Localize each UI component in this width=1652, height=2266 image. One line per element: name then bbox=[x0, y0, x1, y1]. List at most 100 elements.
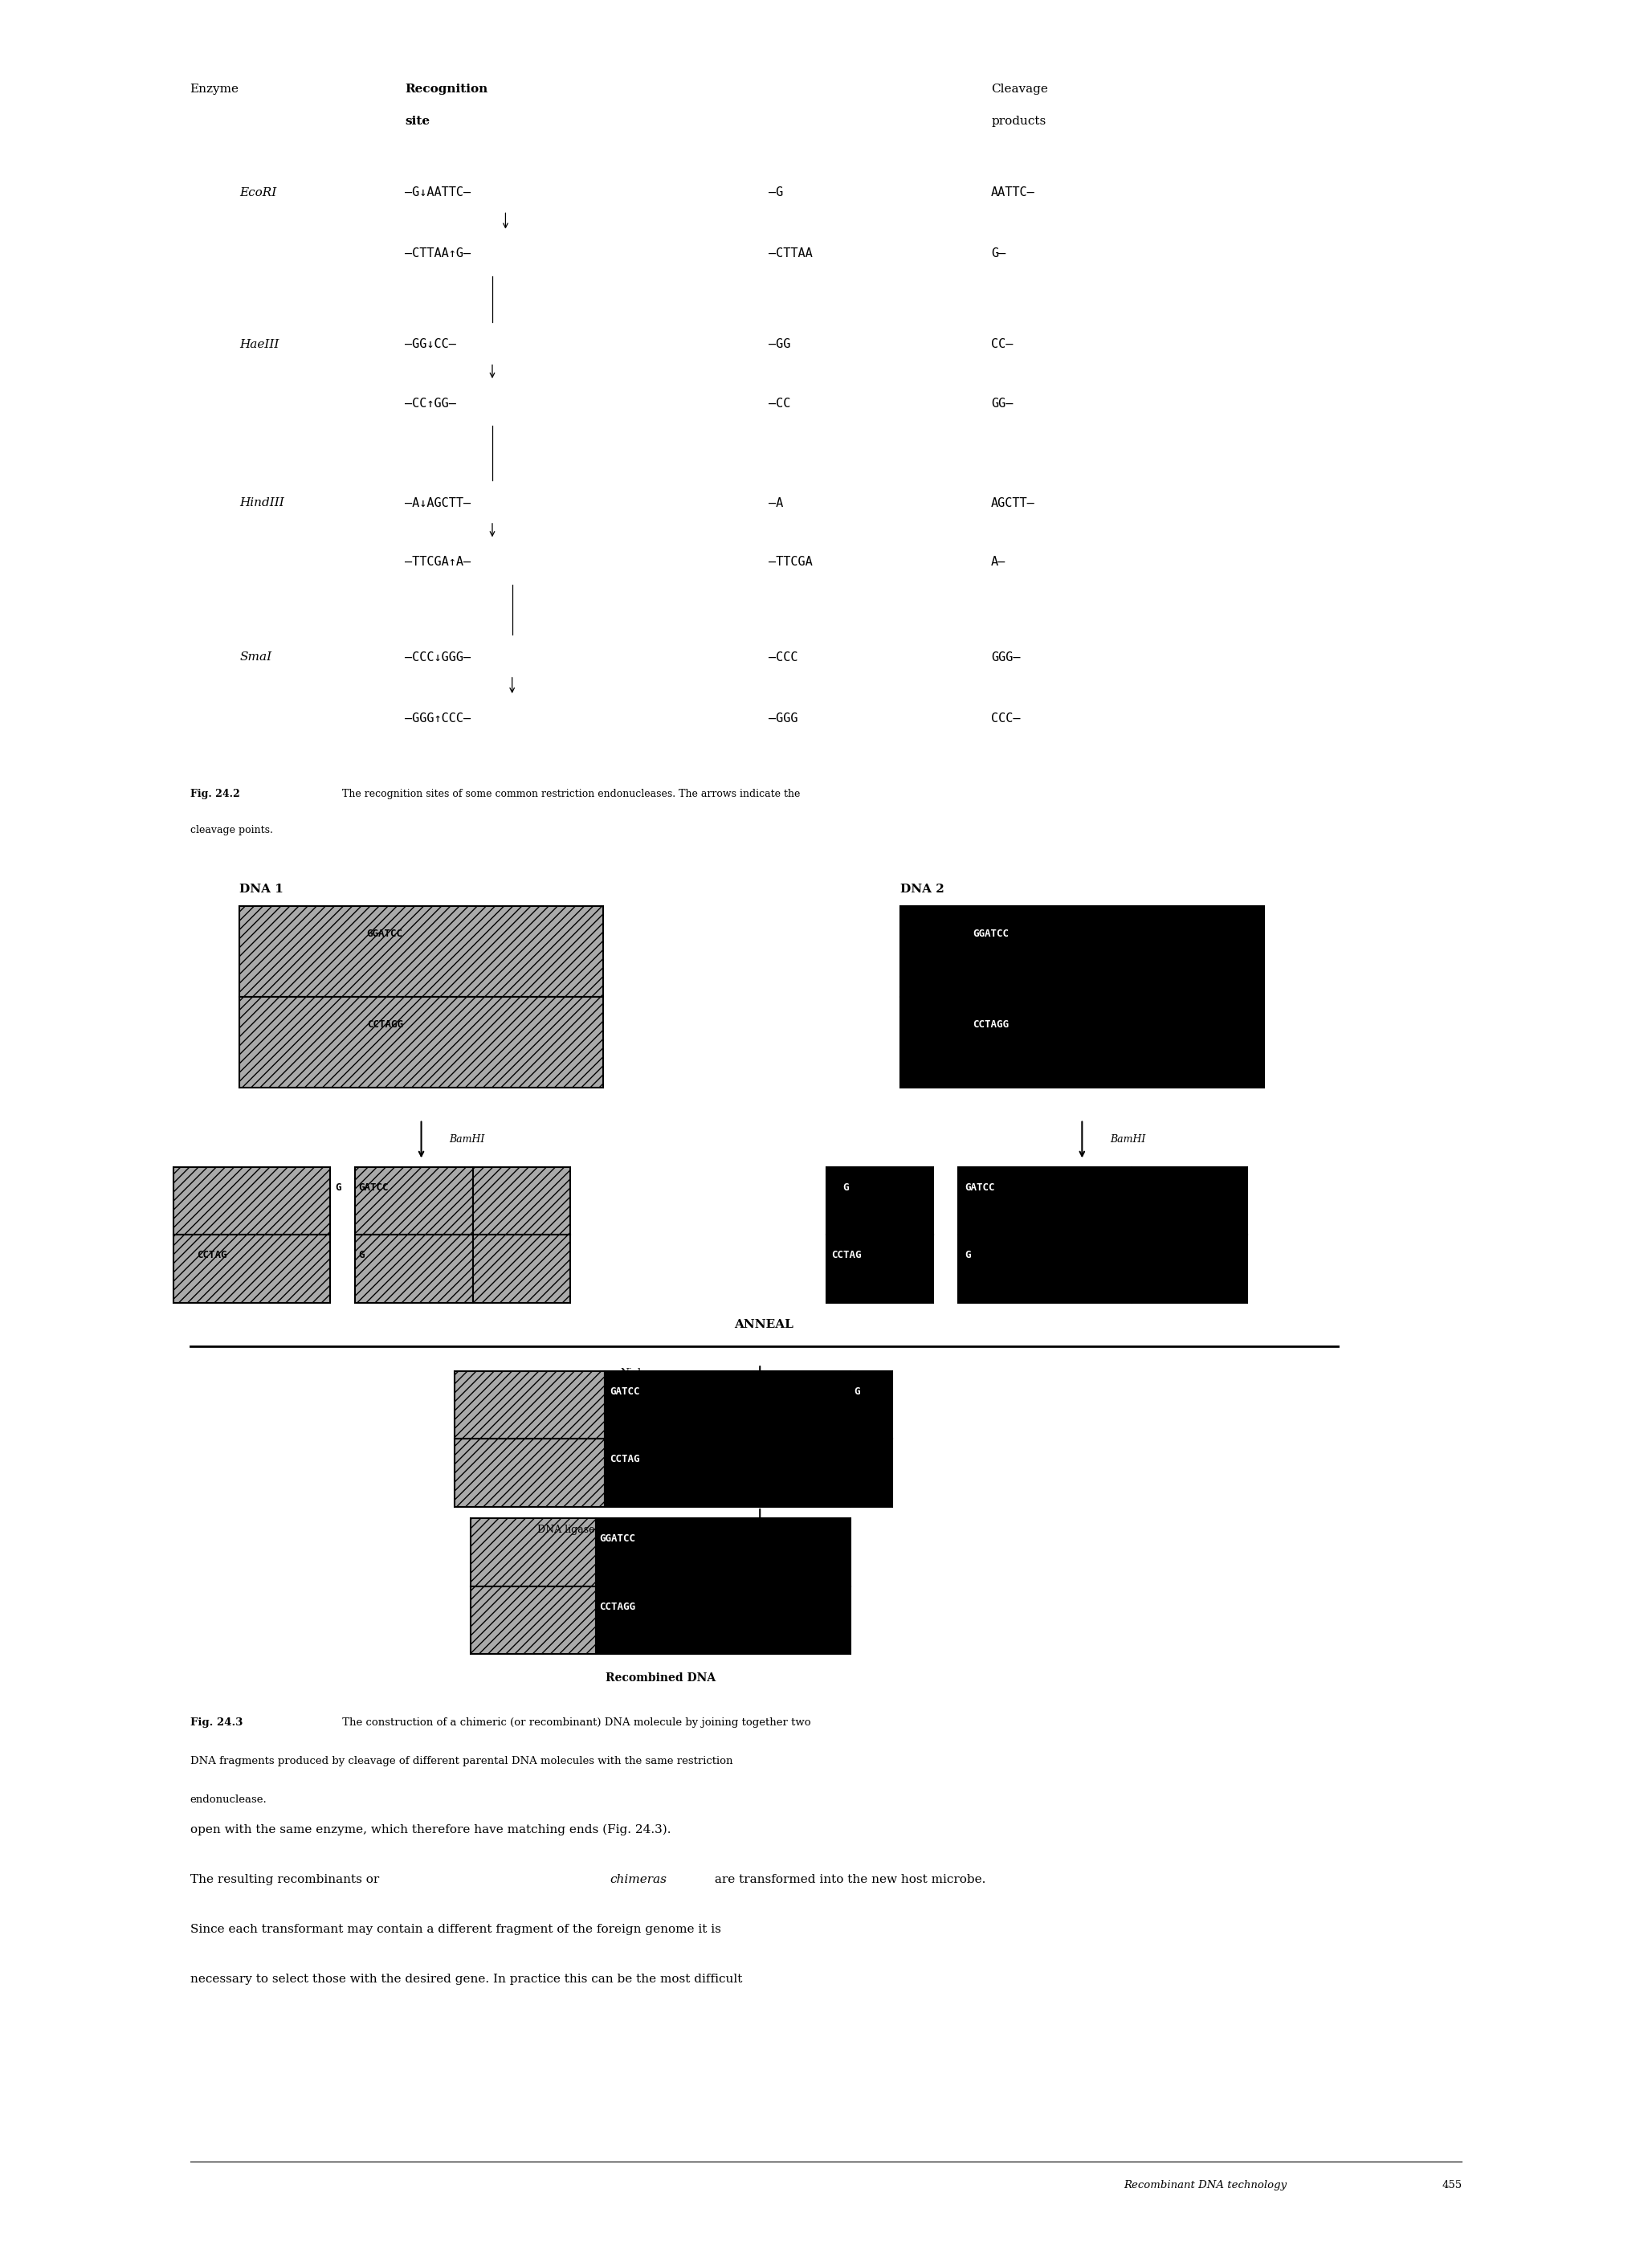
Bar bbox=[605, 1439, 851, 1507]
Text: ANNEAL: ANNEAL bbox=[735, 1319, 793, 1330]
Text: cleavage points.: cleavage points. bbox=[190, 825, 273, 836]
Bar bbox=[851, 1439, 892, 1507]
Bar bbox=[605, 1371, 851, 1439]
Text: G—: G— bbox=[991, 247, 1006, 261]
Text: Nick: Nick bbox=[621, 1369, 644, 1378]
Text: chimeras: chimeras bbox=[610, 1874, 667, 1885]
Bar bbox=[1132, 1167, 1247, 1235]
Bar bbox=[472, 1167, 570, 1235]
Text: products: products bbox=[991, 116, 1046, 127]
Text: Fig. 24.2: Fig. 24.2 bbox=[190, 789, 240, 800]
Text: CCTAG: CCTAG bbox=[610, 1455, 639, 1464]
Text: are transformed into the new host microbe.: are transformed into the new host microb… bbox=[710, 1874, 985, 1885]
Text: GGATCC: GGATCC bbox=[600, 1534, 636, 1543]
Bar bbox=[596, 1518, 851, 1586]
Text: —CC↑GG—: —CC↑GG— bbox=[405, 397, 456, 410]
Text: G: G bbox=[854, 1387, 861, 1396]
Text: —GG↓CC—: —GG↓CC— bbox=[405, 338, 456, 351]
Bar bbox=[240, 997, 603, 1088]
Bar bbox=[900, 997, 1264, 1088]
Text: Recombinant DNA technology: Recombinant DNA technology bbox=[1123, 2180, 1287, 2191]
Bar bbox=[472, 1235, 570, 1303]
Text: CCTAG: CCTAG bbox=[197, 1251, 226, 1260]
Text: endonuclease.: endonuclease. bbox=[190, 1795, 268, 1806]
Bar bbox=[355, 1235, 472, 1303]
Bar bbox=[851, 1371, 892, 1439]
Text: HindIII: HindIII bbox=[240, 499, 284, 508]
Bar bbox=[173, 1167, 330, 1235]
Text: G: G bbox=[358, 1251, 365, 1260]
Bar bbox=[596, 1586, 851, 1654]
Text: —TTCGA↑A—: —TTCGA↑A— bbox=[405, 555, 471, 569]
Text: EcoRI: EcoRI bbox=[240, 188, 276, 197]
Text: G: G bbox=[843, 1183, 849, 1192]
Text: DNA 2: DNA 2 bbox=[900, 884, 945, 895]
Text: GG—: GG— bbox=[991, 397, 1013, 410]
Bar bbox=[471, 1586, 596, 1654]
Text: CCTAGG: CCTAGG bbox=[600, 1602, 636, 1611]
Text: —A↓AGCTT—: —A↓AGCTT— bbox=[405, 496, 471, 510]
Text: Recombined DNA: Recombined DNA bbox=[606, 1672, 715, 1684]
Text: —GG: —GG bbox=[768, 338, 790, 351]
Bar bbox=[471, 1518, 596, 1586]
Text: CCTAGG: CCTAGG bbox=[973, 1020, 1009, 1029]
Text: —A: —A bbox=[768, 496, 783, 510]
Bar bbox=[958, 1235, 1132, 1303]
Text: 455: 455 bbox=[1442, 2180, 1462, 2191]
Text: HaeIII: HaeIII bbox=[240, 340, 279, 349]
Text: necessary to select those with the desired gene. In practice this can be the mos: necessary to select those with the desir… bbox=[190, 1974, 742, 1985]
Text: —CC: —CC bbox=[768, 397, 790, 410]
Text: GGATCC: GGATCC bbox=[973, 929, 1009, 938]
Text: GGG—: GGG— bbox=[991, 650, 1021, 664]
Text: Nick: Nick bbox=[859, 1462, 882, 1471]
Text: A—: A— bbox=[991, 555, 1006, 569]
Bar bbox=[173, 1235, 330, 1303]
Bar bbox=[240, 906, 603, 997]
Text: AGCTT—: AGCTT— bbox=[991, 496, 1036, 510]
Text: Fig. 24.3: Fig. 24.3 bbox=[190, 1718, 243, 1729]
Bar bbox=[454, 1371, 605, 1439]
Bar bbox=[900, 906, 1264, 997]
Text: open with the same enzyme, which therefore have matching ends (Fig. 24.3).: open with the same enzyme, which therefo… bbox=[190, 1824, 671, 1835]
Text: —G↓AATTC—: —G↓AATTC— bbox=[405, 186, 471, 199]
Text: —CCC↓GGG—: —CCC↓GGG— bbox=[405, 650, 471, 664]
Text: CCTAGG: CCTAGG bbox=[367, 1020, 403, 1029]
Text: The construction of a chimeric (or recombinant) DNA molecule by joining together: The construction of a chimeric (or recom… bbox=[339, 1718, 811, 1729]
Text: BamHI: BamHI bbox=[449, 1135, 486, 1144]
Text: SmaI: SmaI bbox=[240, 653, 273, 662]
Text: Enzyme: Enzyme bbox=[190, 84, 240, 95]
Bar bbox=[826, 1235, 933, 1303]
Text: Cleavage: Cleavage bbox=[991, 84, 1047, 95]
Text: Since each transformant may contain a different fragment of the foreign genome i: Since each transformant may contain a di… bbox=[190, 1924, 720, 1935]
Text: CCC—: CCC— bbox=[991, 712, 1021, 725]
Text: —GGG: —GGG bbox=[768, 712, 798, 725]
Text: GATCC: GATCC bbox=[965, 1183, 995, 1192]
Text: The recognition sites of some common restriction endonucleases. The arrows indic: The recognition sites of some common res… bbox=[339, 789, 800, 800]
Text: —G: —G bbox=[768, 186, 783, 199]
Text: CC—: CC— bbox=[991, 338, 1013, 351]
Text: G: G bbox=[965, 1251, 971, 1260]
Text: GATCC: GATCC bbox=[358, 1183, 388, 1192]
Text: —CTTAA↑G—: —CTTAA↑G— bbox=[405, 247, 471, 261]
Text: CCTAG: CCTAG bbox=[831, 1251, 861, 1260]
Text: G: G bbox=[335, 1183, 342, 1192]
Bar bbox=[1132, 1235, 1247, 1303]
Text: GGATCC: GGATCC bbox=[367, 929, 403, 938]
Text: —CCC: —CCC bbox=[768, 650, 798, 664]
Bar bbox=[355, 1167, 472, 1235]
Bar bbox=[958, 1167, 1132, 1235]
Text: Recognition: Recognition bbox=[405, 84, 487, 95]
Text: —CTTAA: —CTTAA bbox=[768, 247, 813, 261]
Text: DNA 1: DNA 1 bbox=[240, 884, 284, 895]
Bar bbox=[826, 1167, 933, 1235]
Text: DNA ligase: DNA ligase bbox=[537, 1525, 595, 1534]
Text: site: site bbox=[405, 116, 430, 127]
Text: GATCC: GATCC bbox=[610, 1387, 639, 1396]
Text: BamHI: BamHI bbox=[1110, 1135, 1146, 1144]
Text: —TTCGA: —TTCGA bbox=[768, 555, 813, 569]
Text: The resulting recombinants or: The resulting recombinants or bbox=[190, 1874, 383, 1885]
Text: —GGG↑CCC—: —GGG↑CCC— bbox=[405, 712, 471, 725]
Text: DNA fragments produced by cleavage of different parental DNA molecules with the : DNA fragments produced by cleavage of di… bbox=[190, 1756, 732, 1767]
Text: AATTC—: AATTC— bbox=[991, 186, 1036, 199]
Bar bbox=[454, 1439, 605, 1507]
